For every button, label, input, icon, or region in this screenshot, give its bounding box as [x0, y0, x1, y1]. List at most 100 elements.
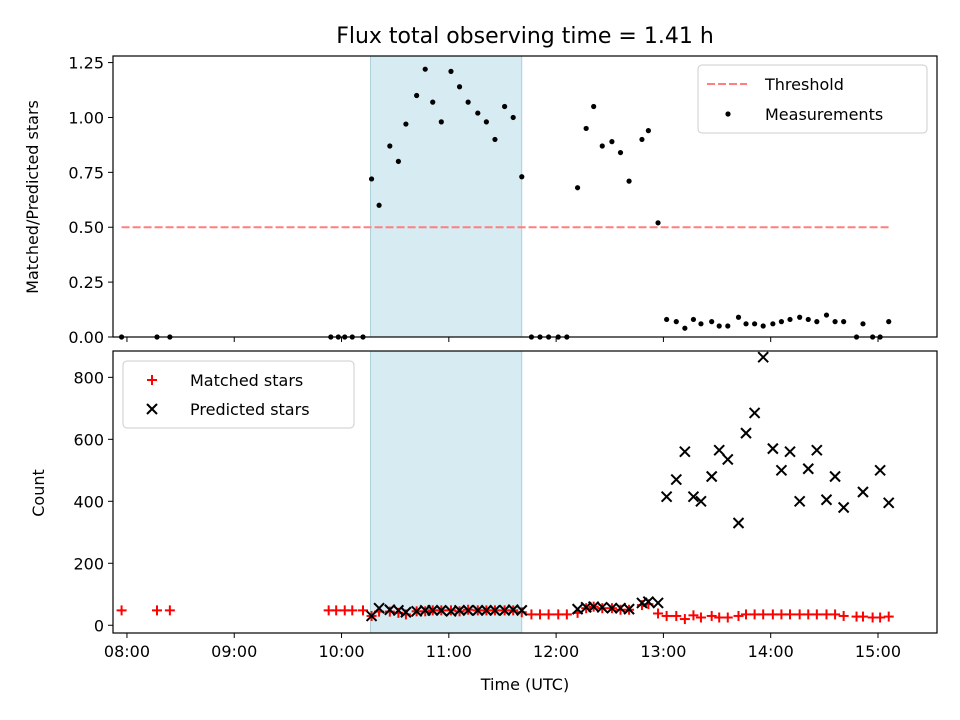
matched-star-point — [553, 609, 564, 620]
predicted-star-point — [802, 463, 814, 475]
measurement-point — [832, 319, 838, 325]
measurement-point — [639, 136, 645, 143]
predicted-star-point — [820, 494, 833, 506]
measurement-point — [591, 103, 597, 110]
measurement-point — [673, 319, 679, 325]
marker-stroke — [606, 602, 618, 614]
predicted-star-point — [670, 473, 682, 486]
matched-star-point — [722, 612, 733, 623]
predicted-star-point — [606, 602, 618, 614]
measurement-point — [430, 99, 436, 105]
shaded-observing-span — [370, 350, 523, 634]
predicted-star-point — [679, 446, 691, 458]
measurement-point — [735, 314, 742, 320]
predicted-star-point — [695, 495, 707, 508]
legend-label-matched: Matched stars — [190, 371, 303, 390]
marker-stroke — [642, 595, 655, 608]
marker-stroke — [722, 453, 734, 466]
marker-stroke — [660, 490, 673, 503]
matched-star-point — [749, 609, 760, 620]
matched-star-point — [661, 610, 672, 621]
measurement-point — [376, 202, 382, 208]
matched-star-point — [767, 609, 778, 620]
y-tick-label: 800 — [73, 368, 104, 387]
marker-stroke — [480, 604, 493, 617]
predicted-star-point — [480, 604, 493, 617]
axes-frame — [112, 350, 938, 634]
marker-stroke — [462, 604, 474, 617]
matched-star-point — [857, 611, 868, 622]
predicted-star-point — [400, 606, 412, 618]
marker-stroke — [802, 463, 814, 475]
bottom-panel: 08:00 09:00 10:00 11:00 12:00 13:00 14:00 15:00… — [73, 350, 938, 661]
matched-star-point — [830, 609, 841, 620]
matched-star-point — [741, 609, 752, 620]
measurement-point — [690, 316, 697, 323]
marker-stroke — [489, 604, 501, 617]
predicted-star-point — [740, 427, 752, 439]
predicted-star-point — [462, 604, 474, 617]
measurement-point — [797, 314, 803, 320]
legend-label-threshold: Threshold — [764, 75, 844, 94]
matched-star-point — [803, 609, 814, 620]
marker-stroke — [516, 604, 528, 617]
chart-title: Flux total observing time = 1.41 h — [336, 24, 714, 49]
measurement-point — [752, 321, 758, 327]
measurement-point — [510, 114, 516, 121]
matched-star-point — [838, 610, 849, 621]
x-tick-label: 12:00 — [533, 642, 579, 661]
measurement-point — [626, 178, 632, 184]
legend-measurement-swatch — [725, 111, 731, 117]
marker-stroke — [571, 603, 584, 615]
marker-stroke — [748, 407, 761, 419]
measurement-point — [465, 99, 471, 105]
measurement-point — [664, 316, 670, 323]
x-tick-label: 11:00 — [426, 642, 472, 661]
measurement-point — [438, 119, 444, 125]
measurement-point — [609, 139, 615, 145]
predicted-star-point — [453, 604, 466, 617]
predicted-star-point — [793, 495, 806, 508]
y-tick-label: 0.50 — [68, 218, 104, 237]
matched-star-point — [733, 610, 744, 621]
matched-star-point — [164, 605, 175, 616]
predicted-star-point — [811, 444, 823, 456]
legend: Threshold Measurements — [697, 64, 928, 134]
matched-star-point — [883, 611, 894, 622]
shaded-observing-span — [370, 55, 523, 338]
matched-star-point — [653, 608, 664, 619]
legend-label-measurements: Measurements — [765, 105, 883, 124]
measurement-point — [823, 312, 830, 318]
marker-stroke — [472, 604, 484, 617]
y-tick-label: 0.00 — [68, 328, 104, 347]
marker-stroke — [410, 605, 423, 618]
measurement-point — [599, 143, 605, 149]
legend-matched-swatch — [147, 375, 157, 385]
marker-stroke — [713, 444, 725, 456]
matched-star-point — [516, 607, 527, 618]
measurement-point — [483, 119, 489, 125]
matched-star-point — [535, 609, 546, 620]
measurement-point — [583, 125, 589, 132]
y-tick-label: 1.00 — [68, 108, 104, 127]
x-tick-label: 08:00 — [104, 642, 150, 661]
marker-stroke — [829, 470, 841, 483]
matched-star-point — [714, 612, 725, 623]
top-y-axis-label: Matched/Predicted stars — [23, 100, 42, 294]
y-tick-label: 1.25 — [68, 54, 104, 73]
x-axis-label: Time (UTC) — [480, 675, 569, 694]
marker-stroke — [757, 351, 769, 363]
predicted-star-point — [837, 501, 850, 514]
measurement-point — [682, 325, 688, 331]
marker-stroke — [652, 597, 664, 609]
measurement-point — [414, 92, 420, 99]
x-tick-label: 13:00 — [640, 642, 686, 661]
predicted-star-point — [883, 497, 895, 509]
predicted-star-point — [472, 604, 484, 617]
measurement-point — [860, 321, 866, 327]
measurement-point — [395, 158, 401, 164]
matched-star-point — [875, 612, 886, 623]
predicted-star-point — [705, 470, 718, 483]
marker-stroke — [453, 604, 466, 617]
measurement-point — [725, 323, 731, 329]
